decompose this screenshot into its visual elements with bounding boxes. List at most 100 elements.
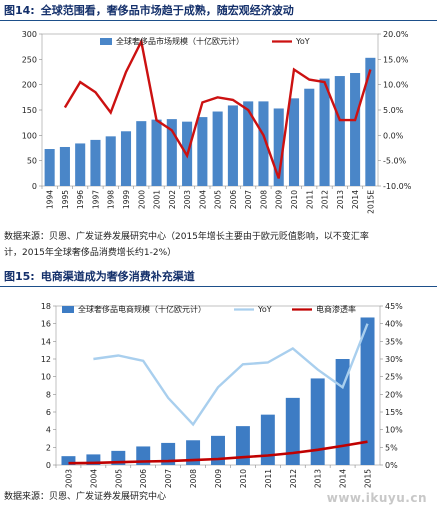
chart1-bar xyxy=(319,78,330,186)
chart1-xtick-label: 2001 xyxy=(153,190,162,209)
figure15-source: 数据来源：贝恩、广发证券发展研究中心 xyxy=(4,492,167,502)
chart2-legend-label: 全球奢侈品电商规模（十亿欧元计） xyxy=(78,304,206,314)
chart2-bar xyxy=(161,442,176,465)
chart1-bar xyxy=(75,143,86,186)
chart1-bar xyxy=(105,136,116,186)
chart1-xtick-label: 2010 xyxy=(290,190,299,209)
chart1-ytick-left-label: 200 xyxy=(22,81,37,90)
chart1-ytick-right-label: 15.0% xyxy=(383,55,409,64)
chart2-xtick-label: 2010 xyxy=(239,469,248,488)
chart1-legend-label: 全球奢侈品市场规模（十亿欧元计） xyxy=(116,36,244,46)
chart2-bar xyxy=(235,426,250,465)
chart1-ytick-right-label: -10.0% xyxy=(383,182,412,191)
chart2-ytick-right-label: 35% xyxy=(385,337,403,346)
chart2-xtick-label: 2006 xyxy=(139,469,148,488)
chart1-xtick-label: 2011 xyxy=(305,190,314,209)
chart2-bar xyxy=(285,397,300,465)
chart2-xtick-label: 2015 xyxy=(364,469,373,488)
chart1-bar xyxy=(365,57,376,187)
chart1-ytick-left-label: 0 xyxy=(32,182,37,191)
chart1-xtick-label: 1999 xyxy=(122,190,131,209)
chart2-bar xyxy=(260,414,275,465)
chart1-xtick-label: 1998 xyxy=(107,190,116,209)
chart1-bar xyxy=(136,121,147,186)
chart1-xtick-label: 2009 xyxy=(275,190,284,209)
chart1-series-line xyxy=(63,37,372,179)
chart2-ytick-right-label: 5% xyxy=(385,443,398,452)
chart1-bar xyxy=(304,88,315,186)
figure15-header: 图15: 电商渠道成为奢侈消费补充渠道 xyxy=(0,266,437,287)
figure14-source-line2: 计，2015年全球奢侈品消费增长约1-2%） xyxy=(4,248,177,258)
chart2-legend-swatch xyxy=(62,306,74,313)
watermark: www.ikuyu.cn xyxy=(326,491,427,505)
chart2-ytick-left-label: 8 xyxy=(46,390,51,399)
chart2-xtick-label: 2012 xyxy=(289,469,298,488)
chart1-bar xyxy=(350,73,361,186)
chart2-ytick-left-label: 10 xyxy=(41,373,51,382)
chart1-bar xyxy=(166,119,177,186)
chart2-bar xyxy=(86,454,101,465)
chart1-xtick-label: 1995 xyxy=(61,190,70,209)
figure14-number: 图14: xyxy=(4,4,35,17)
chart1-xtick-label: 2000 xyxy=(137,190,146,209)
chart1-xtick-label: 1996 xyxy=(76,190,85,209)
chart2-bar xyxy=(61,456,76,465)
chart2-xtick-label: 2014 xyxy=(339,469,348,488)
chart-global-luxury-market: 0 50 100 150 200 250 300 -10.0% -5.0% 0.0% 5.0% 10.… xyxy=(22,30,412,214)
chart2-series-line xyxy=(68,440,368,465)
figure15-title: 电商渠道成为奢侈消费补充渠道 xyxy=(40,270,195,283)
chart2-legend-label: YoY xyxy=(257,305,272,314)
chart1-ytick-right-label: 0.0% xyxy=(383,131,404,140)
chart1-bar xyxy=(243,101,254,186)
chart1-ytick-right-label: -5.0% xyxy=(383,157,407,166)
chart1-ytick-left-label: 50 xyxy=(27,157,37,166)
chart1-bar xyxy=(120,131,132,186)
chart1-bar xyxy=(44,149,55,186)
chart1-ytick-left-label: 100 xyxy=(22,131,37,140)
chart1-xtick-label: 2012 xyxy=(321,190,330,209)
chart2-xtick-label: 2007 xyxy=(164,469,173,488)
chart1-xtick-label: 2007 xyxy=(244,190,253,209)
chart1-bar xyxy=(258,101,269,186)
chart2-xtick-label: 2005 xyxy=(114,469,123,488)
chart2-xtick-label: 2013 xyxy=(314,469,323,488)
chart1-ytick-left-label: 250 xyxy=(22,55,37,64)
chart2-ytick-left-label: 4 xyxy=(46,426,51,435)
chart2-xtick-label: 2003 xyxy=(64,469,73,488)
chart1-xtick-label: 1997 xyxy=(91,190,100,209)
figure15-number: 图15: xyxy=(4,270,35,283)
chart1-xtick-label: 1994 xyxy=(46,190,55,209)
chart1-xtick-label: 2013 xyxy=(336,190,345,209)
figure14-source-line1: 数据来源：贝恩、广发证券发展研究中心（2015年增长主要由于欧元贬值影响，以不变… xyxy=(4,232,369,242)
chart2-ytick-right-label: 30% xyxy=(385,355,403,364)
chart2-xtick-label: 2011 xyxy=(264,469,273,488)
chart2-xtick-label: 2004 xyxy=(89,469,98,488)
chart1-ytick-right-label: 20.0% xyxy=(383,30,409,39)
figure14-header: 图14: 全球范围看，奢侈品市场趋于成熟，随宏观经济波动 xyxy=(0,0,437,21)
chart1-bar xyxy=(197,117,208,186)
chart2-ytick-right-label: 45% xyxy=(385,302,403,311)
chart1-bar xyxy=(334,76,345,186)
chart2-ytick-right-label: 20% xyxy=(385,390,403,399)
chart2-ytick-left-label: 18 xyxy=(41,302,51,311)
chart2-ytick-right-label: 0% xyxy=(385,461,398,470)
chart2-ytick-left-label: 16 xyxy=(41,320,51,329)
chart2-ytick-left-label: 0 xyxy=(46,461,51,470)
chart1-bar xyxy=(90,139,101,186)
chart1-xtick-label: 2002 xyxy=(168,190,177,209)
chart1-bar xyxy=(227,105,238,186)
chart2-bar xyxy=(360,317,375,465)
chart2-bar xyxy=(310,378,325,465)
chart1-ytick-left-label: 150 xyxy=(22,106,37,115)
chart2-legend-label: 电商渗透率 xyxy=(316,304,356,314)
chart1-xtick-label: 2015E xyxy=(366,190,375,214)
chart1-legend-swatch xyxy=(100,38,112,45)
chart1-xtick-label: 2004 xyxy=(198,190,207,209)
chart2-series-line xyxy=(93,323,369,427)
chart1-bar xyxy=(151,119,162,186)
chart1-xtick-label: 2003 xyxy=(183,190,192,209)
chart1-ytick-right-label: 5.0% xyxy=(383,106,404,115)
chart2-xtick-label: 2009 xyxy=(214,469,223,488)
chart1-ytick-left-label: 300 xyxy=(22,30,37,39)
chart1-bar xyxy=(59,146,70,186)
